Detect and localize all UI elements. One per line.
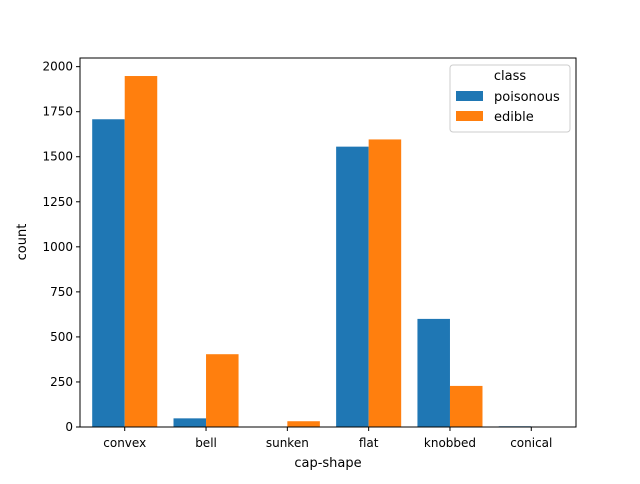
x-tick-label: knobbed (424, 436, 476, 450)
legend-label-edible: edible (494, 110, 534, 125)
x-axis-label: cap-shape (294, 456, 361, 471)
bar-poisonous-flat (336, 146, 369, 427)
axes-layer (79, 57, 577, 428)
bar-poisonous-convex (92, 119, 125, 427)
y-axis-label: count (15, 224, 30, 261)
bar-edible-knobbed (449, 385, 483, 427)
x-tick-label: sunken (266, 436, 309, 450)
x-tick-label: conical (510, 436, 552, 450)
legend: class poisonous edible (449, 64, 571, 133)
legend-swatch-poisonous (456, 91, 483, 101)
y-tick-label: 1250 (42, 195, 73, 209)
y-tick-label: 250 (50, 375, 73, 389)
legend-entries: poisonous edible (456, 90, 560, 125)
bars-layer (92, 76, 532, 427)
x-tick-label: flat (359, 436, 379, 450)
x-tick-label: bell (195, 436, 217, 450)
y-tick-label: 1750 (42, 105, 73, 119)
bar-poisonous-knobbed (417, 318, 450, 427)
y-tick-label: 1500 (42, 150, 73, 164)
ticks-layer: 0 250 500 750 1000 1250 1500 1750 2000 convex bell… (42, 60, 552, 450)
x-tick-label: convex (103, 436, 146, 450)
bar-edible-convex (124, 76, 158, 427)
bar-edible-bell (206, 354, 239, 427)
y-tick-label: 0 (65, 420, 73, 434)
y-tick-label: 500 (50, 330, 73, 344)
y-tick-label: 750 (50, 285, 73, 299)
bar-edible-sunken (287, 421, 320, 427)
bar-edible-flat (368, 139, 402, 427)
legend-swatch-edible (456, 111, 483, 121)
legend-label-poisonous: poisonous (494, 90, 560, 105)
y-tick-label: 2000 (42, 60, 73, 74)
plot-frame (79, 57, 577, 428)
bar-poisonous-bell (173, 418, 207, 427)
legend-title: class (494, 69, 526, 84)
y-tick-label: 1000 (42, 240, 73, 254)
